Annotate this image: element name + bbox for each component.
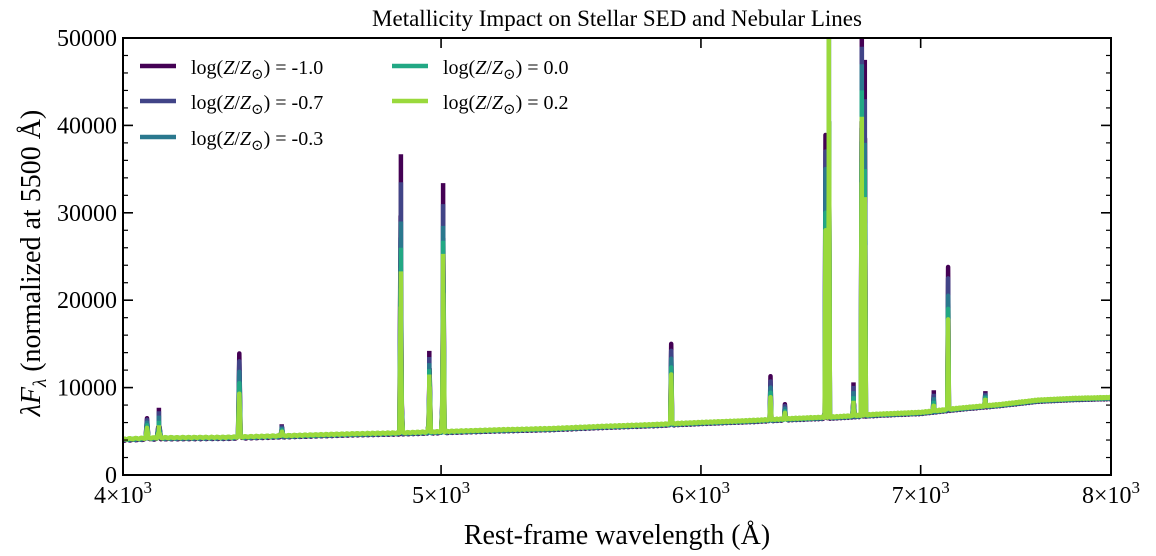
legend: log(Z/Z⊙) = -1.0 log(Z/Z⊙) = -0.7 log(Z/Z⊙… xyxy=(140,57,569,154)
y-tick-label: 50000 xyxy=(57,26,117,52)
x-tick-label: 6×103 xyxy=(672,478,730,509)
x-axis-label: Rest-frame wavelength (Å) xyxy=(464,520,770,551)
plot-frame xyxy=(122,37,1112,476)
y-tick-label: 10000 xyxy=(57,376,117,402)
legend-label: log(Z/Z⊙) = 0.2 xyxy=(443,92,569,118)
legend-label: log(Z/Z⊙) = 0.0 xyxy=(443,57,569,83)
x-tick-label: 8×103 xyxy=(1082,478,1140,509)
y-tick-label: 40000 xyxy=(57,113,117,139)
legend-label: log(Z/Z⊙) = -1.0 xyxy=(191,57,323,83)
series-line-5 xyxy=(123,38,1111,442)
legend-label: log(Z/Z⊙) = -0.7 xyxy=(191,92,323,118)
series-layer xyxy=(123,38,1111,443)
y-tick-label: 0 xyxy=(105,463,117,489)
y-axis-label: λFλ (normalized at 5500 Å) xyxy=(16,110,51,418)
y-tick-label: 30000 xyxy=(57,201,117,227)
y-tick-label: 20000 xyxy=(57,288,117,314)
x-tick-label: 7×103 xyxy=(892,478,950,509)
x-tick-label: 5×103 xyxy=(412,478,470,509)
x-tick-label: 4×103 xyxy=(94,478,152,509)
chart-title: Metallicity Impact on Stellar SED and Ne… xyxy=(372,6,862,31)
ticks-layer: 4×103 5×103 6×103 7×103 8×103 0 10000 20000 3000… xyxy=(57,26,1140,509)
legend-label: log(Z/Z⊙) = -0.3 xyxy=(191,128,323,154)
